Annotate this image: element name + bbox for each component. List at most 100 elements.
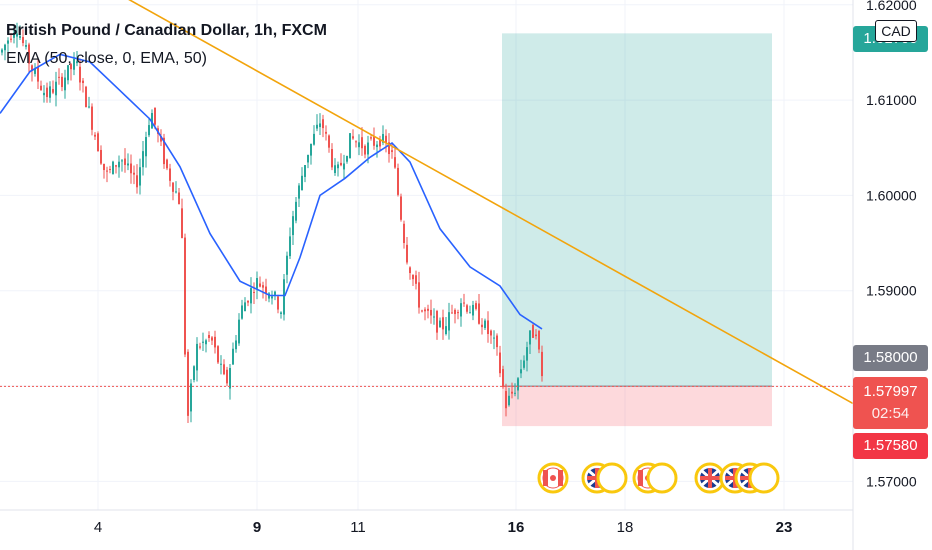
- candle-body: [319, 123, 321, 128]
- candle-body: [379, 139, 381, 147]
- economic-events: [537, 462, 780, 494]
- candle-body: [283, 279, 285, 315]
- candle-body: [508, 395, 510, 406]
- candle-body: [505, 391, 507, 409]
- candle-body: [199, 346, 201, 348]
- candle-body: [277, 296, 279, 310]
- candle-body: [424, 309, 426, 312]
- trend-line: [128, 0, 857, 406]
- candle-body: [61, 76, 63, 88]
- candle-body: [298, 185, 300, 199]
- candle-body: [4, 44, 6, 51]
- candle-body: [142, 151, 144, 168]
- candle-body: [112, 161, 114, 174]
- candle-body: [427, 308, 429, 311]
- candle-body: [154, 107, 156, 125]
- candle-body: [16, 33, 18, 37]
- currency-badge[interactable]: CAD: [875, 20, 917, 42]
- candle-body: [487, 320, 489, 335]
- candle-body: [328, 135, 330, 148]
- ema-line: [0, 53, 543, 330]
- axes: [0, 0, 854, 550]
- candle-body: [19, 36, 21, 38]
- candle-body: [496, 335, 498, 348]
- candle-body: [160, 136, 162, 142]
- candle-body: [469, 312, 471, 314]
- candle-body: [37, 67, 39, 82]
- candle-body: [535, 334, 537, 337]
- y-tick-label: 1.59000: [866, 283, 917, 299]
- candle-body: [88, 106, 90, 108]
- candle-body: [472, 304, 474, 316]
- candle-body: [466, 305, 468, 312]
- candle-body: [187, 351, 189, 416]
- candle-body: [391, 150, 393, 152]
- event-ring-icon[interactable]: [748, 462, 780, 494]
- candle-body: [220, 363, 222, 365]
- candle-body: [76, 61, 78, 64]
- canada-flag-icon[interactable]: [537, 462, 569, 494]
- candle-body: [28, 44, 30, 64]
- candle-body: [388, 142, 390, 155]
- candle-body: [175, 191, 177, 193]
- x-tick-label: 11: [350, 519, 366, 536]
- candle-body: [490, 330, 492, 336]
- stop-price-tag: 1.57580: [853, 433, 928, 459]
- loss-zone: [502, 386, 772, 427]
- candle-body: [202, 341, 204, 343]
- candle-body: [106, 170, 108, 172]
- candle-body: [244, 302, 246, 312]
- chart-title: British Pound / Canadian Dollar, 1h, FXC…: [6, 22, 327, 39]
- candle-body: [232, 348, 234, 365]
- candle-body: [421, 310, 423, 312]
- candle-body: [358, 142, 360, 148]
- candle-body: [346, 155, 348, 162]
- candle-body: [247, 301, 249, 303]
- candle-body: [460, 303, 462, 317]
- candle-body: [448, 312, 450, 331]
- candle-body: [31, 65, 33, 71]
- candle-body: [415, 275, 417, 284]
- candle-body: [235, 340, 237, 350]
- candle-body: [526, 347, 528, 361]
- candle-body: [139, 167, 141, 186]
- candle-body: [229, 367, 231, 389]
- candle-body: [322, 119, 324, 129]
- level-price-tag: 1.58000: [853, 345, 928, 371]
- candle-body: [289, 236, 291, 257]
- candle-body: [55, 81, 57, 96]
- candle-body: [10, 38, 12, 40]
- candle-body: [313, 133, 315, 145]
- candle-body: [409, 267, 411, 274]
- candle-body: [181, 208, 183, 239]
- candle-body: [493, 337, 495, 339]
- candle-body: [310, 143, 312, 156]
- candle-body: [67, 65, 69, 81]
- candle-body: [196, 343, 198, 371]
- ema-indicator-label[interactable]: EMA (50, close, 0, EMA, 50): [6, 50, 207, 67]
- candle-body: [352, 136, 354, 139]
- candle-body: [541, 351, 543, 377]
- candle-body: [529, 330, 531, 345]
- candle-body: [280, 312, 282, 314]
- candle-body: [292, 216, 294, 236]
- candle-body: [400, 196, 402, 220]
- candle-body: [178, 192, 180, 205]
- candle-body: [418, 282, 420, 308]
- candle-body: [163, 137, 165, 165]
- candle-body: [406, 244, 408, 263]
- candle-body: [169, 168, 171, 181]
- event-ring-icon[interactable]: [596, 462, 628, 494]
- candle-body: [538, 330, 540, 350]
- candle-body: [97, 133, 99, 152]
- candle-body: [412, 275, 414, 280]
- candle-body: [274, 291, 276, 297]
- candle-body: [103, 163, 105, 171]
- x-tick-label: 16: [508, 519, 525, 536]
- candle-body: [457, 312, 459, 314]
- event-ring-icon[interactable]: [646, 462, 678, 494]
- x-tick-label: 18: [617, 519, 634, 536]
- candle-body: [382, 134, 384, 143]
- candle-body: [334, 165, 336, 174]
